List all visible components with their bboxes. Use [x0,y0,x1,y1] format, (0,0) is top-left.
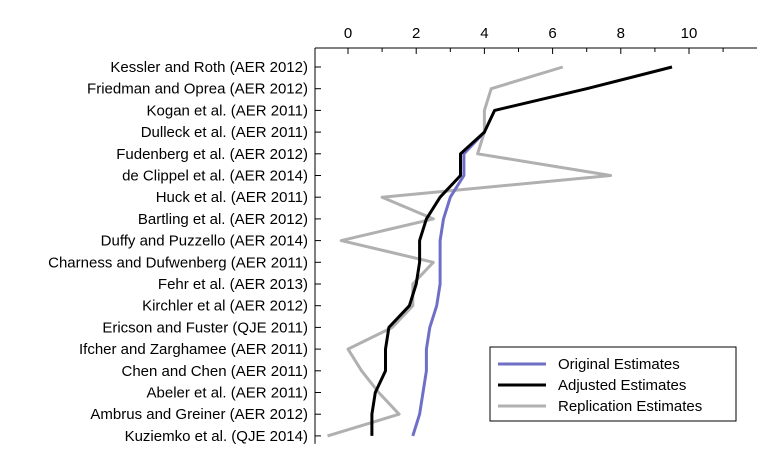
legend-label: Original Estimates [558,356,680,373]
category-label: Ambrus and Greiner (AER 2012) [90,406,308,423]
series-line-adjusted-estimates [370,65,673,436]
category-label: Kessler and Roth (AER 2012) [110,59,308,76]
category-label: Ericson and Fuster (QJE 2011) [102,319,308,336]
category-label: Duffy and Puzzello (AER 2014) [101,233,308,250]
x-tick-label: 4 [480,25,488,42]
category-label: Ifcher and Zarghamee (AER 2011) [79,341,308,358]
category-label: Chen and Chen (AER 2011) [121,363,308,380]
category-label: de Clippel et al. (AER 2014) [122,168,308,185]
x-tick-label: 0 [344,25,352,42]
x-tick-label: 10 [681,25,698,42]
series-line-original-estimates [411,131,486,437]
category-label: Dulleck et al. (AER 2011) [141,124,308,141]
series-line-replication-estimates [327,65,613,438]
category-label: Abeler et al. (AER 2011) [147,385,308,402]
legend-label: Replication Estimates [558,398,702,415]
category-label: Bartling et al. (AER 2012) [138,211,308,228]
category-label: Charness and Dufwenberg (AER 2011) [48,254,308,271]
category-label: Kogan et al. (AER 2011) [147,102,308,119]
x-tick-label: 2 [412,25,420,42]
category-label: Huck et al. (AER 2011) [156,189,308,206]
category-label: Friedman and Oprea (AER 2012) [87,81,308,98]
category-label: Fehr et al. (AER 2013) [158,276,308,293]
x-tick-label: 8 [617,25,625,42]
category-label: Kirchler et al (AER 2012) [142,298,308,315]
category-label: Kuziemko et al. (QJE 2014) [125,428,308,445]
legend-label: Adjusted Estimates [558,377,686,394]
x-tick-label: 6 [548,25,556,42]
category-label: Fudenberg et al. (AER 2012) [116,146,308,163]
